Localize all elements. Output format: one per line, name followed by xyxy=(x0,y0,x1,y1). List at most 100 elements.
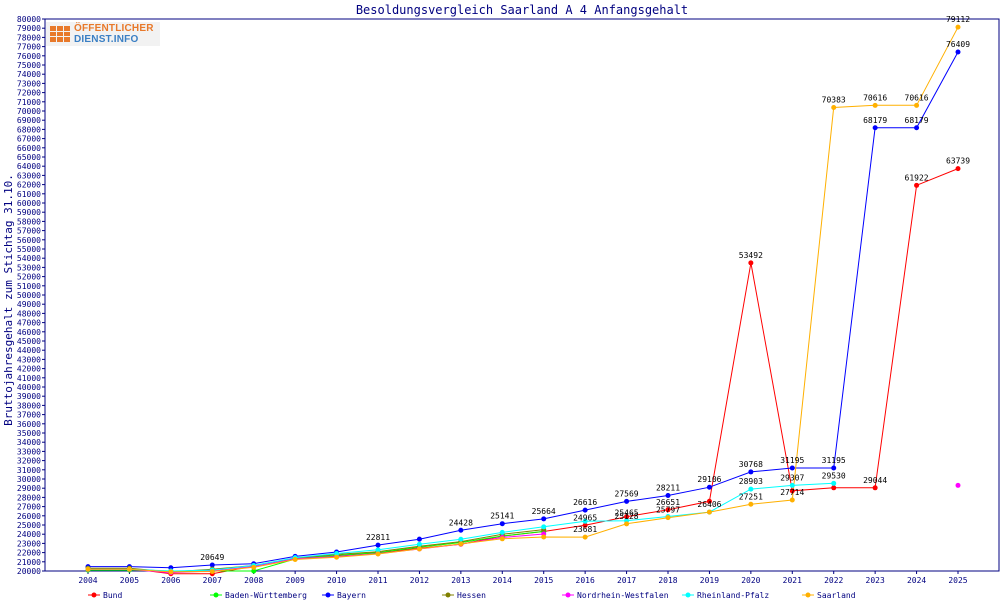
legend-label-nordrhein-westfalen: Nordrhein-Westfalen xyxy=(577,591,669,600)
data-point-saarland xyxy=(541,534,547,540)
data-label-rheinland-pfalz: 29307 xyxy=(780,473,804,482)
data-point-saarland xyxy=(168,569,174,575)
legend-label-hessen: Hessen xyxy=(457,591,486,600)
series-line-bund xyxy=(88,168,959,575)
data-point-saarland xyxy=(251,564,257,570)
data-label-saarland: 27251 xyxy=(739,492,763,501)
y-tick-label: 38000 xyxy=(17,401,41,410)
data-point-saarland xyxy=(582,534,588,540)
data-label-saarland: 79112 xyxy=(946,15,970,24)
y-tick-label: 79000 xyxy=(17,24,41,33)
data-label-bund: 53492 xyxy=(739,251,763,260)
y-tick-label: 65000 xyxy=(17,153,41,162)
y-tick-label: 60000 xyxy=(17,199,41,208)
data-point-saarland xyxy=(624,521,630,527)
y-tick-label: 56000 xyxy=(17,236,41,245)
x-tick-label: 2015 xyxy=(534,576,553,585)
data-point-bayern xyxy=(831,465,837,471)
legend-label-saarland: Saarland xyxy=(817,591,856,600)
data-point-bund xyxy=(624,514,630,520)
data-point-saarland xyxy=(375,551,381,557)
legend-marker-hessen xyxy=(445,592,451,598)
data-point-saarland xyxy=(706,509,712,515)
y-tick-label: 39000 xyxy=(17,392,41,401)
data-label-bayern: 31195 xyxy=(822,456,846,465)
legend-marker-bund xyxy=(91,592,97,598)
data-label-bund: 24965 xyxy=(573,513,597,522)
y-tick-label: 57000 xyxy=(17,227,41,236)
data-point-rheinland-pfalz xyxy=(499,529,505,535)
chart-title: Besoldungsvergleich Saarland A 4 Anfangs… xyxy=(356,3,688,17)
data-point-bund xyxy=(872,485,878,491)
y-tick-label: 35000 xyxy=(17,429,41,438)
data-label-bayern: 22811 xyxy=(366,533,390,542)
y-tick-label: 50000 xyxy=(17,291,41,300)
data-point-bayern xyxy=(582,507,588,513)
data-label-bayern: 30768 xyxy=(739,460,763,469)
data-point-saarland xyxy=(458,541,464,547)
x-tick-label: 2007 xyxy=(203,576,222,585)
data-label-saarland: 25128 xyxy=(615,512,639,521)
y-tick-label: 74000 xyxy=(17,70,41,79)
y-tick-label: 24000 xyxy=(17,530,41,539)
y-tick-label: 64000 xyxy=(17,162,41,171)
data-point-saarland xyxy=(872,102,878,108)
data-label-bayern: 68179 xyxy=(863,116,887,125)
x-tick-label: 2024 xyxy=(907,576,926,585)
data-point-bayern xyxy=(748,469,754,475)
data-point-rheinland-pfalz xyxy=(416,541,422,547)
y-axis-label: Bruttojahresgehalt zum Stichtag 31.10. xyxy=(2,174,15,426)
logo-line-2: DIENST.INFO xyxy=(74,34,139,45)
y-tick-label: 34000 xyxy=(17,438,41,447)
legend-marker-nordrhein-westfalen xyxy=(565,592,571,598)
data-point-bayern xyxy=(375,542,381,548)
data-point-rheinland-pfalz xyxy=(789,482,795,488)
data-point-baden-w-rttemberg xyxy=(251,568,257,574)
y-tick-label: 23000 xyxy=(17,539,41,548)
data-point-bund xyxy=(748,260,754,266)
logo-line-1: ÖFFENTLICHER xyxy=(74,23,154,34)
data-point-saarland xyxy=(665,515,671,521)
y-tick-label: 73000 xyxy=(17,79,41,88)
data-label-bayern: 31195 xyxy=(780,456,804,465)
y-tick-label: 45000 xyxy=(17,337,41,346)
data-label-bayern: 25664 xyxy=(532,507,556,516)
data-point-saarland xyxy=(126,566,132,572)
data-point-saarland xyxy=(85,566,91,572)
data-point-bund xyxy=(955,166,961,172)
x-tick-label: 2016 xyxy=(576,576,595,585)
x-tick-label: 2004 xyxy=(78,576,97,585)
y-tick-label: 58000 xyxy=(17,217,41,226)
data-point-rheinland-pfalz xyxy=(831,480,837,486)
x-tick-label: 2023 xyxy=(866,576,885,585)
y-tick-label: 78000 xyxy=(17,33,41,42)
y-tick-label: 29000 xyxy=(17,484,41,493)
data-label-rheinland-pfalz: 26406 xyxy=(697,500,721,509)
data-label-bayern: 25141 xyxy=(490,512,514,521)
data-point-saarland xyxy=(914,102,920,108)
y-tick-label: 42000 xyxy=(17,365,41,374)
data-point-bayern xyxy=(706,484,712,490)
data-label-saarland: 23681 xyxy=(573,525,597,534)
y-tick-label: 48000 xyxy=(17,309,41,318)
y-tick-label: 33000 xyxy=(17,447,41,456)
y-tick-label: 36000 xyxy=(17,420,41,429)
y-tick-label: 77000 xyxy=(17,43,41,52)
data-point-bund xyxy=(789,488,795,494)
y-tick-label: 76000 xyxy=(17,52,41,61)
legend-marker-bayern xyxy=(325,592,331,598)
series-line-bayern xyxy=(88,51,959,569)
y-tick-label: 72000 xyxy=(17,89,41,98)
x-tick-label: 2018 xyxy=(658,576,677,585)
data-label-saarland: 70383 xyxy=(822,95,846,104)
x-tick-label: 2011 xyxy=(368,576,387,585)
y-tick-label: 63000 xyxy=(17,171,41,180)
logo-grid-icon xyxy=(50,26,70,42)
data-point-saarland xyxy=(789,497,795,503)
y-tick-label: 51000 xyxy=(17,282,41,291)
data-point-bayern xyxy=(541,516,547,522)
legend-marker-rheinland-pfalz xyxy=(685,592,691,598)
y-tick-label: 22000 xyxy=(17,549,41,558)
y-tick-label: 21000 xyxy=(17,558,41,567)
